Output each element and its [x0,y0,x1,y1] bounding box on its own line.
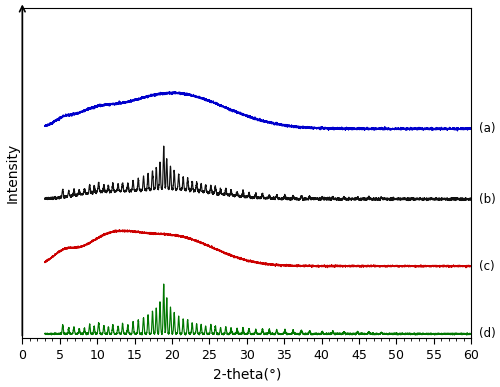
Text: (c): (c) [478,260,494,272]
Text: (d): (d) [478,327,496,340]
Text: (b): (b) [478,193,496,205]
Text: (a): (a) [478,122,495,135]
Y-axis label: Intensity: Intensity [6,143,20,204]
X-axis label: 2-theta(°): 2-theta(°) [212,367,281,382]
